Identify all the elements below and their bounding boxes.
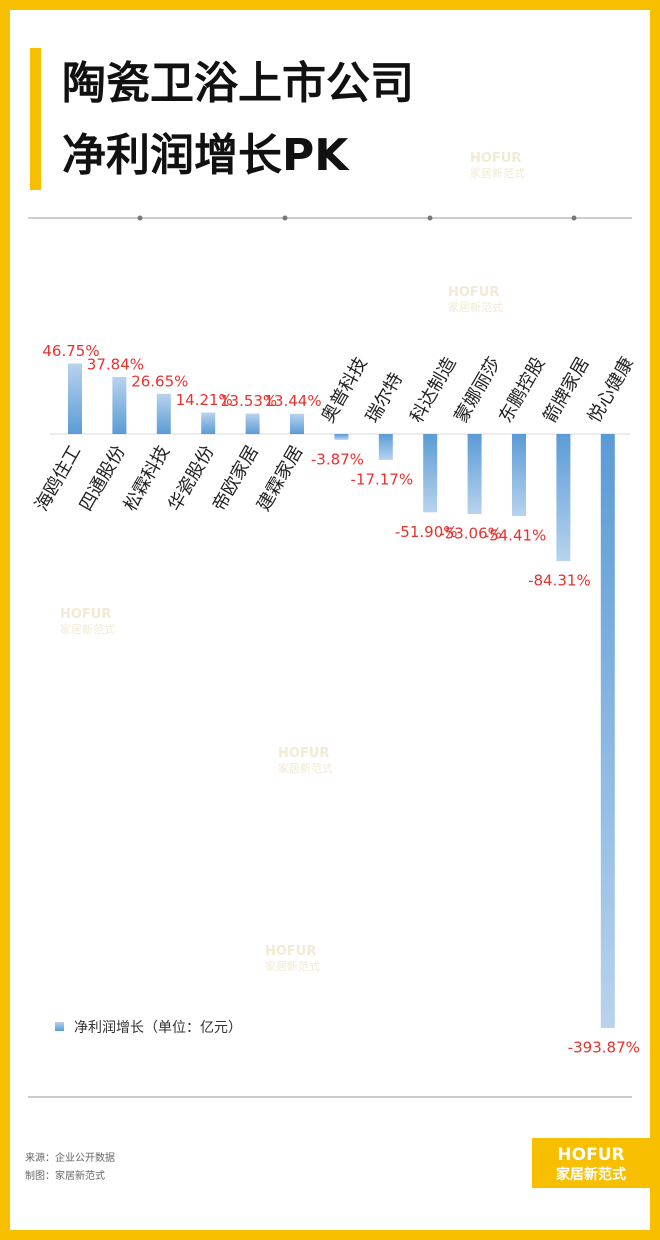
title-line: 陶瓷卫浴上市公司 [62,58,414,109]
logo: HOFUR [557,1145,624,1165]
data-label: -54.41% [484,527,547,545]
bar [245,413,260,434]
bar [467,434,482,515]
separator-dot [427,215,433,221]
legend-swatch [55,1022,64,1031]
data-label: 13.44% [264,392,321,410]
watermark: 家居新范式 [265,959,320,973]
credit: 制图：家居新范式 [25,1169,105,1182]
bar [290,413,304,434]
data-label: 26.65% [131,372,188,390]
logo-cn: 家居新范式 [556,1166,626,1183]
data-label: 13.53% [220,392,277,410]
data-label: -53.06% [439,525,502,543]
data-label: -3.87% [311,450,364,468]
data-label: -17.17% [350,470,413,488]
source: 来源：企业公开数据 [25,1151,115,1164]
separator-dot [282,215,288,221]
bar [68,363,82,434]
watermark: HOFUR [278,746,329,761]
watermark: HOFUR [265,944,316,959]
watermark: HOFUR [60,607,111,622]
legend-label: 净利润增长（单位：亿元） [74,1020,242,1036]
watermark: 家居新范式 [60,622,115,636]
bar [423,434,438,513]
bar [378,434,393,460]
bar [600,434,615,1028]
bar [512,434,526,517]
title-accent [30,48,41,190]
watermark: HOFUR [448,285,499,300]
data-label: -84.31% [528,572,591,590]
bar [156,393,171,434]
watermarks: HOFUR 家居新范式 HOFUR 家居新范式 HOFUR 家居新范式 HOFU… [60,151,525,973]
bar [112,376,127,434]
separator-dot [571,215,577,221]
data-label: 14.21% [176,391,233,409]
data-label: 46.75% [42,342,99,360]
bar [334,434,349,440]
card [10,10,650,1230]
watermark: 家居新范式 [278,761,333,775]
data-label: 37.84% [87,355,144,373]
watermark: HOFUR [470,151,521,166]
data-label: -393.87% [568,1039,640,1057]
watermark: 家居新范式 [448,300,503,314]
separator-dot [137,215,143,221]
bar [201,412,216,434]
watermark: 家居新范式 [470,166,525,180]
data-label: -51.90% [395,523,458,541]
bar [556,434,571,562]
logo-box [532,1138,650,1188]
title-line: 净利润增长PK [62,130,350,181]
